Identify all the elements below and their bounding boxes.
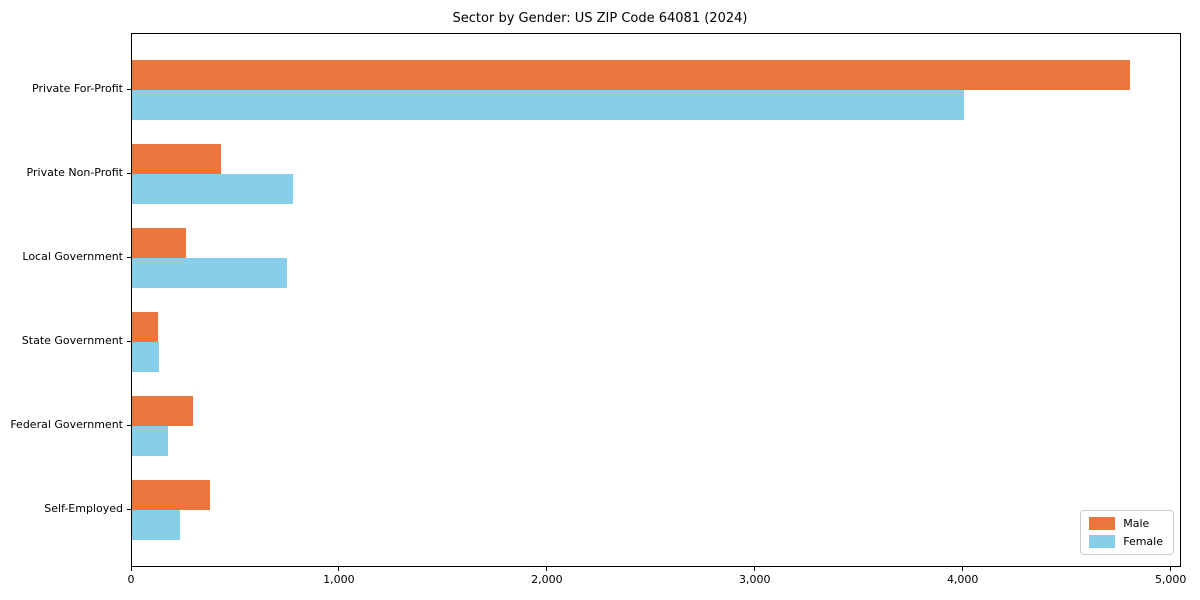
- bar-female-6: [132, 510, 180, 540]
- y-tick-mark: [127, 173, 131, 174]
- bar-female-4: [132, 342, 159, 372]
- x-tick-mark: [130, 566, 132, 571]
- x-tick-mark: [962, 566, 964, 571]
- legend-swatch-male: [1089, 517, 1116, 530]
- y-tick-mark: [127, 257, 131, 258]
- x-tick-mark: [1170, 566, 1172, 571]
- bar-female-1: [132, 90, 964, 120]
- legend: Male Female: [1080, 510, 1174, 555]
- chart-title: Sector by Gender: US ZIP Code 64081 (202…: [452, 11, 748, 26]
- y-tick-mark: [127, 425, 131, 426]
- plot-area: Male Female: [131, 33, 1181, 567]
- bar-female-2: [132, 174, 294, 204]
- bar-male-2: [132, 144, 222, 174]
- y-tick-label: Private For-Profit: [32, 82, 123, 95]
- y-tick-label: Self-Employed: [44, 502, 123, 515]
- x-tick-mark: [546, 566, 548, 571]
- bar-male-3: [132, 228, 187, 258]
- y-tick-label: State Government: [21, 334, 123, 347]
- bar-female-3: [132, 258, 287, 288]
- y-tick-label: Private Non-Profit: [26, 166, 123, 179]
- bar-male-4: [132, 312, 158, 342]
- bar-male-6: [132, 480, 210, 510]
- legend-label-female: Female: [1123, 535, 1163, 548]
- x-tick-label: 4,000: [946, 573, 979, 586]
- x-tick-label: 0: [127, 573, 135, 586]
- y-tick-label: Local Government: [22, 250, 123, 263]
- x-tick-mark: [338, 566, 340, 571]
- bar-male-5: [132, 396, 194, 426]
- legend-label-male: Male: [1123, 517, 1150, 530]
- bar-female-5: [132, 426, 169, 456]
- legend-item-male: Male: [1089, 517, 1163, 530]
- x-tick-mark: [754, 566, 756, 571]
- legend-swatch-female: [1089, 535, 1116, 548]
- y-tick-mark: [127, 509, 131, 510]
- bar-male-1: [132, 60, 1131, 90]
- x-tick-label: 2,000: [531, 573, 563, 586]
- y-tick-mark: [127, 341, 131, 342]
- x-tick-label: 1,000: [323, 573, 355, 586]
- x-tick-label: 3,000: [739, 573, 771, 586]
- y-tick-label: Federal Government: [10, 418, 123, 431]
- legend-item-female: Female: [1089, 535, 1163, 548]
- y-tick-mark: [127, 89, 131, 90]
- x-tick-label: 5,000: [1154, 573, 1187, 586]
